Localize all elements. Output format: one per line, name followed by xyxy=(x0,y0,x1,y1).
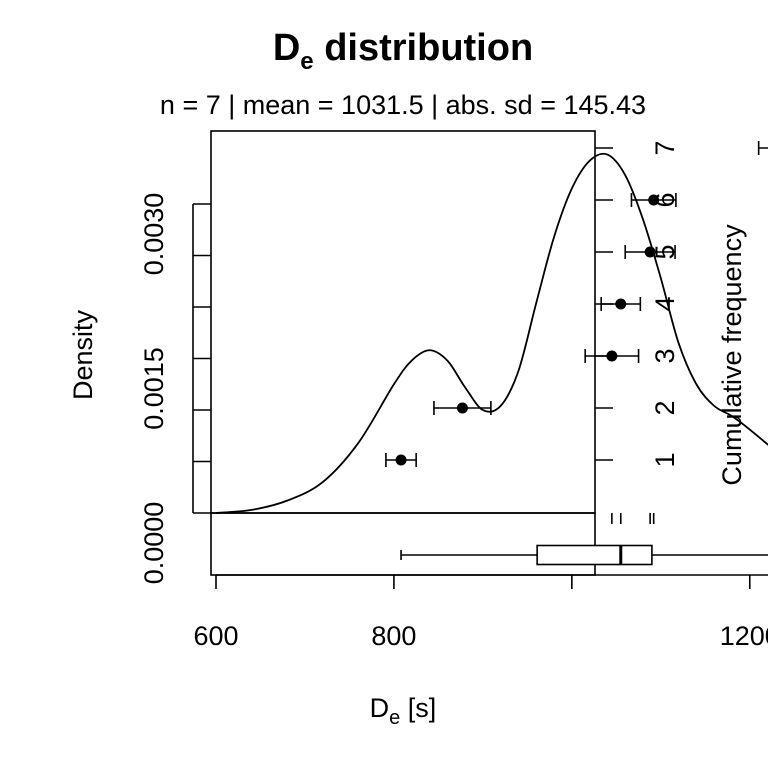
x-tick-label: 600 xyxy=(193,621,238,651)
boxplot-box xyxy=(536,544,653,566)
y-right-tick-label: 7 xyxy=(650,140,680,155)
y-left-tick-label: 0.0030 xyxy=(139,193,169,276)
density-curve xyxy=(215,152,768,514)
x-axis-label: De [s] xyxy=(370,693,437,729)
chart-title-main: D xyxy=(273,27,300,69)
boxplot-frame xyxy=(210,512,596,576)
y-right-axis-label: Cumulative frequency xyxy=(717,224,747,486)
y-left-axis: 0.0000 0.0015 0.0030 xyxy=(139,193,211,585)
y-right-tick-label: 3 xyxy=(650,348,680,363)
y-right-tick-label: 2 xyxy=(650,400,680,415)
data-point xyxy=(606,350,618,362)
y-left-tick-label: 0.0015 xyxy=(139,347,169,430)
chart-title-sub: e xyxy=(300,48,313,75)
chart-title-rest: distribution xyxy=(314,27,534,69)
y-left-tick-label: 0.0000 xyxy=(139,502,169,585)
data-point xyxy=(395,454,407,466)
x-axis-label-rest: [s] xyxy=(400,693,436,723)
boxplot xyxy=(400,544,768,566)
data-point xyxy=(644,246,656,258)
y-right-tick-label: 4 xyxy=(650,296,680,311)
x-axis-label-sub: e xyxy=(389,707,400,729)
rug-marks xyxy=(611,513,655,524)
y-right-tick-label: 1 xyxy=(650,452,680,467)
data-point xyxy=(456,402,468,414)
data-point xyxy=(648,194,660,206)
y-left-axis-label: Density xyxy=(68,309,98,400)
chart-subtitle: n = 7 | mean = 1031.5 | abs. sd = 145.43 xyxy=(160,90,646,120)
data-points xyxy=(385,141,768,467)
x-axis-label-main: D xyxy=(370,693,390,723)
x-tick-label: 800 xyxy=(371,621,416,651)
chart-title: De distribution xyxy=(273,27,533,75)
data-point xyxy=(615,298,627,310)
